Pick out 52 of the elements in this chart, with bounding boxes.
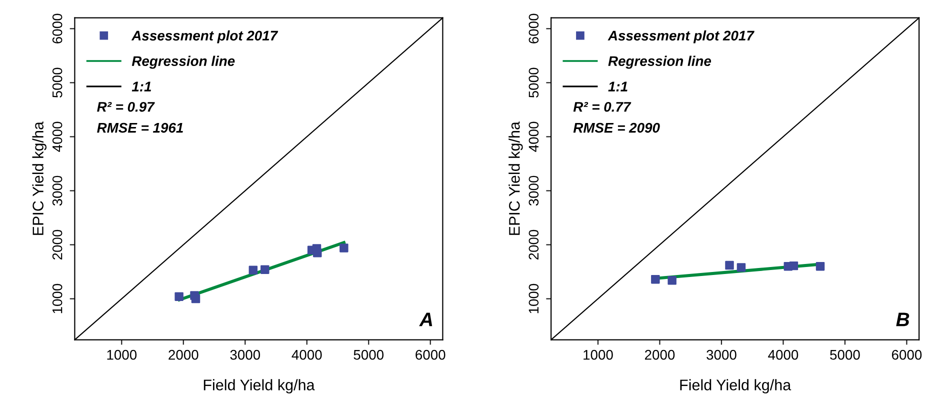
x-tick-label: 3000 [706,350,736,360]
y-tick-label: 4000 [528,122,539,152]
annotation: B [896,312,910,326]
x-tick-label: 6000 [416,350,446,360]
x-tick-label: 4000 [292,350,322,360]
point [191,294,200,304]
y-tick-label: 3000 [528,176,539,206]
y-tick-label: 2000 [52,230,62,260]
annotation: RMSE = 1961 [97,122,183,133]
y-tick-label: 6000 [52,14,62,44]
y-tick-label: 2000 [528,230,539,260]
annotation: R² = 0.97 [97,102,155,112]
x-tick-label: 4000 [768,350,798,360]
x-tick-label: 5000 [830,350,860,360]
point [736,263,746,272]
point [789,261,798,270]
y-axis-title: EPIC Yield kg/ha [32,122,46,235]
point [248,266,258,275]
x-axis-title: Field Yield kg/ha [204,379,315,394]
point [340,244,348,252]
legend-label: Regression line [132,56,235,69]
y-tick-label: 1000 [52,284,62,314]
x-tick-label: 1000 [584,350,613,360]
y-axis-title: EPIC Yield kg/ha [508,122,523,235]
x-tick-label: 2000 [644,350,675,360]
annotation: RMSE = 2090 [573,122,660,133]
legend-label: 1:1 [608,82,628,92]
point [260,265,270,274]
point [313,248,322,258]
x-tick-label: 1000 [107,350,137,360]
legend-label: Assessment plot 2017 [131,30,278,44]
x-tick-label: 6000 [892,350,922,360]
point [725,260,734,270]
annotation: R² = 0.77 [573,102,632,112]
y-tick-label: 1000 [528,284,539,314]
x-tick-label: 2000 [168,350,198,360]
legend-label: 1:1 [132,82,151,92]
x-tick-label: 3000 [230,350,260,360]
y-tick-label: 6000 [528,14,539,44]
point [816,262,825,271]
legend-label: Assessment plot 2017 [608,30,754,44]
point [668,276,676,285]
x-axis-title: Field Yield kg/ha [680,379,792,394]
point [651,274,660,284]
y-tick-label: 5000 [528,68,539,98]
x-tick-label: 5000 [354,350,384,360]
annotation: A [419,312,432,326]
y-tick-label: 3000 [52,176,62,206]
y-tick-label: 5000 [52,68,62,98]
point [174,292,184,301]
y-tick-label: 4000 [52,122,62,152]
legend-label: Regression line [608,56,712,69]
